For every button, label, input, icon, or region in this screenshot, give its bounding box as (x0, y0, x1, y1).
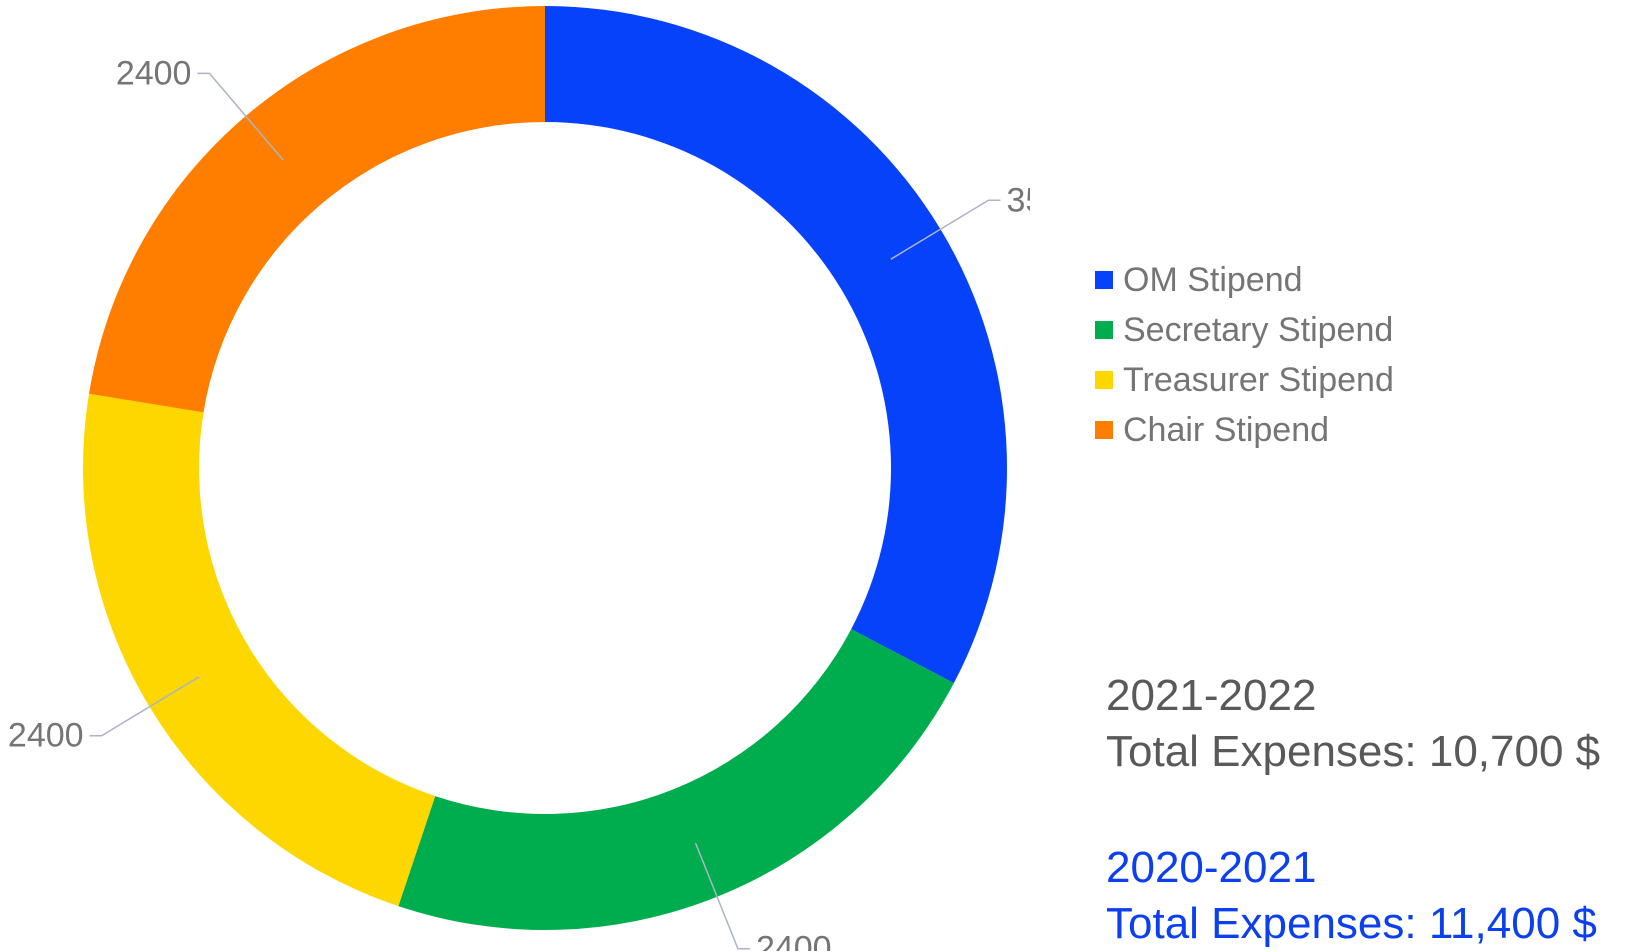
chart-legend: OM Stipend Secretary Stipend Treasurer S… (1095, 255, 1394, 455)
data-label-secretary-stipend: 2400 (756, 930, 832, 951)
slice-secretary-stipend[interactable] (398, 629, 954, 930)
slice-chair-stipend[interactable] (89, 5, 545, 413)
legend-label-treasurer-stipend: Treasurer Stipend (1123, 360, 1394, 399)
data-label-treasurer-stipend: 2400 (8, 717, 84, 755)
previous-total-expenses: Total Expenses: 11,400 $ (1106, 899, 1597, 948)
previous-period-label: 2020-2021 (1106, 843, 1317, 892)
legend-swatch-om-stipend (1095, 271, 1113, 289)
legend-item-secretary-stipend[interactable]: Secretary Stipend (1095, 305, 1394, 355)
legend-label-om-stipend: OM Stipend (1123, 260, 1303, 299)
leader-line-om-stipend (890, 199, 1001, 260)
data-label-om-stipend: 3500 (1006, 181, 1030, 219)
legend-item-treasurer-stipend[interactable]: Treasurer Stipend (1095, 355, 1394, 405)
legend-item-chair-stipend[interactable]: Chair Stipend (1095, 405, 1394, 455)
current-period-label: 2021-2022 (1106, 671, 1317, 720)
legend-swatch-treasurer-stipend (1095, 371, 1113, 389)
current-totals-annotation: 2021-2022 Total Expenses: 10,700 $ (1106, 668, 1600, 780)
leader-line-treasurer-stipend (89, 676, 200, 737)
leader-line-chair-stipend (197, 72, 284, 161)
donut-chart: 3500 2400 2400 2400 (8, 5, 1030, 951)
legend-item-om-stipend[interactable]: OM Stipend (1095, 255, 1394, 305)
slice-om-stipend[interactable] (545, 6, 1007, 684)
previous-totals-annotation: 2020-2021 Total Expenses: 11,400 $ (1106, 840, 1597, 952)
legend-swatch-chair-stipend (1095, 421, 1113, 439)
current-total-expenses: Total Expenses: 10,700 $ (1106, 727, 1601, 776)
legend-label-chair-stipend: Chair Stipend (1123, 410, 1330, 449)
data-label-chair-stipend: 2400 (116, 54, 192, 92)
legend-label-secretary-stipend: Secretary Stipend (1123, 310, 1394, 349)
leader-line-secretary-stipend (694, 842, 750, 950)
legend-swatch-secretary-stipend (1095, 321, 1113, 339)
slice-treasurer-stipend[interactable] (83, 393, 436, 907)
